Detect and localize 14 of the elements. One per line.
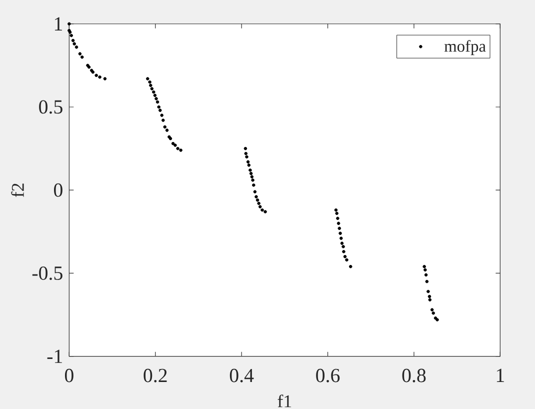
- x-tick-label: 0.4: [230, 368, 254, 382]
- x-tick-label: 1: [496, 368, 504, 382]
- y-tick-label: 1: [54, 17, 62, 30]
- y-tick-label: 0.5: [39, 100, 62, 114]
- x-tick-label: 0.8: [402, 368, 426, 382]
- x-tick-label: 0.2: [144, 368, 167, 382]
- x-tick-label: 0.6: [316, 368, 340, 382]
- y-tick-label: -0.5: [32, 266, 62, 280]
- y-axis-title: f2: [11, 184, 24, 197]
- y-tick-label: -1: [47, 350, 62, 363]
- x-tick-label: 0: [64, 368, 74, 382]
- y-tick-label: 0: [54, 183, 62, 197]
- legend-label: mofpa: [444, 40, 486, 56]
- x-axis-title: f1: [278, 394, 292, 408]
